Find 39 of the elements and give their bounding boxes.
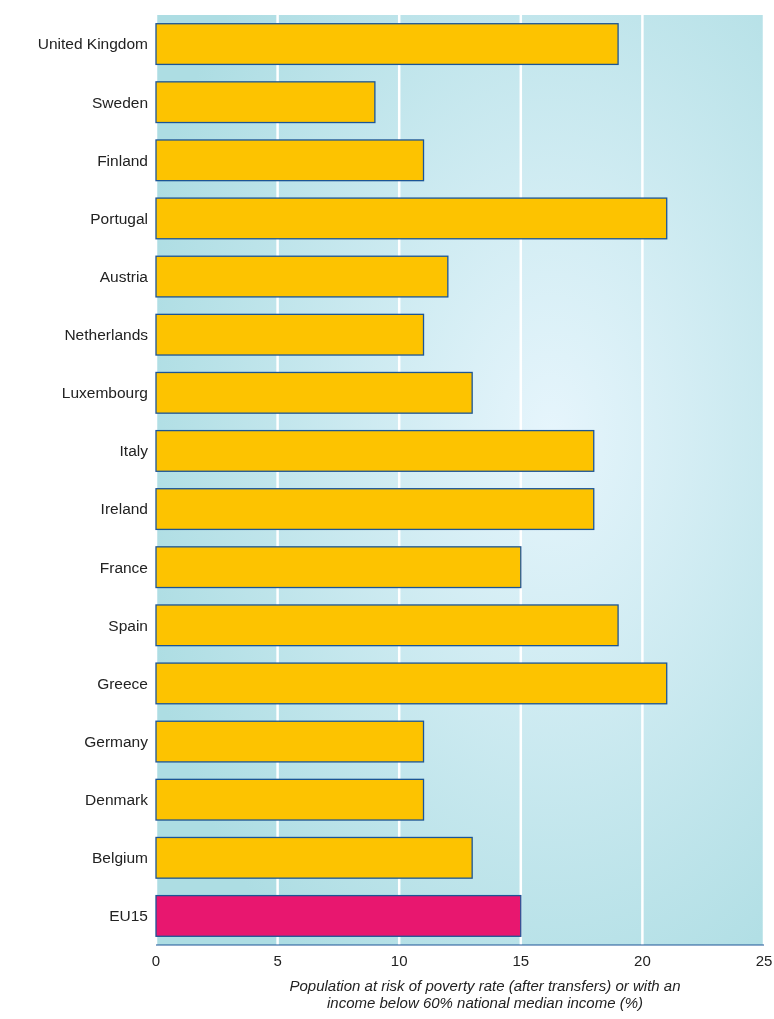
- x-tick-label: 10: [390, 952, 408, 969]
- y-tick-label: United Kingdom: [37, 35, 148, 53]
- y-tick-label: Netherlands: [64, 326, 149, 344]
- y-tick-label: Luxembourg: [61, 384, 148, 402]
- bar: [155, 23, 619, 66]
- bar: [155, 778, 425, 821]
- y-tick-label: France: [99, 558, 148, 576]
- y-tick-label: Austria: [99, 267, 149, 285]
- x-tick-label: 15: [512, 952, 530, 969]
- y-tick-label: Italy: [119, 442, 149, 460]
- bar: [155, 139, 425, 182]
- bar: [155, 429, 595, 472]
- bar: [155, 720, 425, 763]
- y-tick-label: Spain: [108, 616, 148, 634]
- bar: [155, 894, 522, 937]
- y-tick-label: Denmark: [85, 791, 149, 809]
- bar: [155, 662, 668, 705]
- y-tick-label: Germany: [84, 732, 149, 750]
- y-tick-label: Finland: [97, 151, 148, 169]
- x-tick-label: 20: [634, 952, 651, 969]
- bar: [155, 546, 522, 589]
- bar: [155, 81, 376, 124]
- x-tick-label: 5: [273, 952, 282, 969]
- y-tick-label: Portugal: [90, 209, 148, 227]
- y-tick-label: Sweden: [91, 93, 148, 111]
- y-tick-label: EU15: [109, 907, 148, 925]
- bar: [155, 255, 449, 298]
- y-tick-label: Greece: [97, 674, 148, 692]
- bar: [155, 197, 668, 240]
- bar: [155, 371, 473, 414]
- x-tick-label: 25: [755, 952, 773, 969]
- bar: [155, 488, 595, 531]
- y-tick-label: Belgium: [92, 849, 148, 867]
- x-axis-title: Population at risk of poverty rate (after transfers) or with an income below 60% national median income (%): [289, 977, 681, 1011]
- bar: [155, 836, 473, 879]
- x-tick-label: 0: [151, 952, 161, 969]
- y-tick-label: Ireland: [100, 500, 148, 518]
- bar: [155, 313, 425, 356]
- bar: [155, 604, 619, 647]
